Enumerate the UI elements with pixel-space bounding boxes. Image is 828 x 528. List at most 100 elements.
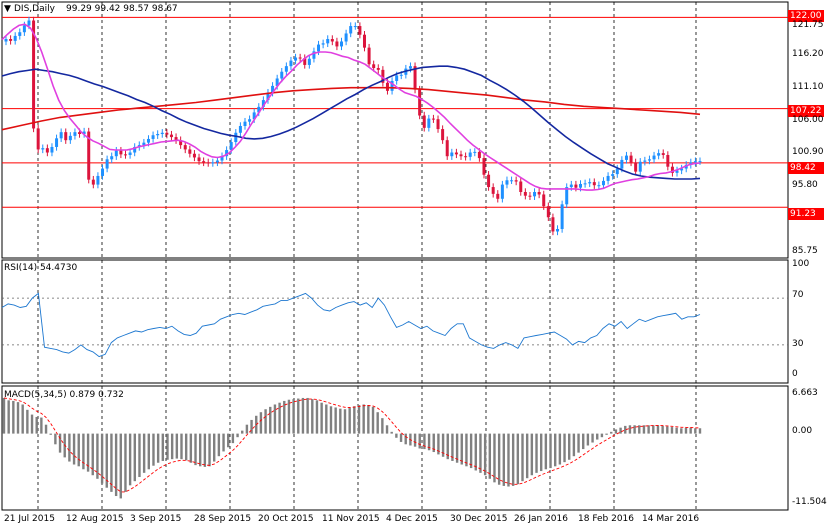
- macd-bar: [16, 402, 20, 434]
- candle-body: [229, 142, 233, 151]
- candle-body: [454, 152, 458, 155]
- macd-bar: [227, 433, 230, 448]
- symbol-dropdown-icon[interactable]: ▼: [4, 4, 11, 14]
- rsi-label: RSI(14) 54.4730: [4, 263, 78, 273]
- candle-body: [22, 25, 26, 33]
- rsi-tick: 70: [792, 290, 804, 300]
- candle-body: [666, 154, 670, 167]
- candle-body: [294, 57, 298, 61]
- price-tick: 116.20: [792, 49, 824, 59]
- candle-body: [468, 152, 472, 157]
- candle-body: [395, 75, 399, 81]
- macd-bar: [320, 402, 323, 434]
- macd-bar: [26, 409, 29, 434]
- candle-body: [4, 39, 8, 42]
- candle-body: [588, 182, 592, 184]
- candle-body: [514, 180, 518, 182]
- macd-bar: [68, 433, 71, 462]
- candle-body: [574, 184, 578, 188]
- date-tick: 18 Feb 2016: [578, 514, 635, 524]
- macd-bar: [544, 433, 548, 470]
- date-tick: 4 Dec 2015: [386, 514, 438, 524]
- macd-bar: [577, 433, 580, 453]
- candle-body: [597, 185, 601, 187]
- macd-bar: [96, 433, 99, 479]
- macd-bar: [511, 433, 515, 486]
- candle-body: [620, 159, 624, 169]
- rsi-tick: 30: [792, 339, 804, 349]
- macd-bar: [624, 425, 627, 434]
- candle-body: [505, 180, 509, 185]
- macd-bar: [91, 433, 94, 476]
- candle-body: [238, 125, 242, 133]
- macd-bar: [539, 433, 543, 472]
- candle-body: [353, 26, 357, 28]
- candle-body: [202, 161, 206, 163]
- candle-body: [523, 191, 527, 196]
- macd-bar: [156, 433, 160, 463]
- candle-body: [569, 184, 573, 188]
- candle-body: [546, 206, 550, 218]
- macd-bar: [208, 433, 211, 467]
- date-tick: 26 Jan 2016: [514, 514, 568, 524]
- macd-bar: [516, 433, 520, 485]
- macd-bar: [586, 433, 590, 446]
- macd-bar: [493, 433, 496, 483]
- candle-body: [441, 129, 445, 141]
- macd-signal-line: [3, 397, 701, 493]
- macd-bar: [40, 417, 43, 434]
- candle-body: [13, 35, 17, 41]
- candle-body: [528, 195, 532, 197]
- macd-bar: [142, 433, 146, 473]
- candle-body: [473, 151, 477, 153]
- ohlc-header: 99.29 99.42 98.57 98.67: [66, 4, 178, 14]
- price-tick: 100.90: [792, 147, 824, 157]
- macd-bar: [521, 433, 524, 482]
- macd-bar: [497, 433, 501, 485]
- candle-body: [192, 153, 196, 158]
- macd-bar: [12, 400, 15, 434]
- candle-body: [317, 44, 321, 52]
- candle-body: [464, 156, 468, 158]
- rsi-line: [1, 292, 701, 358]
- macd-bar: [633, 425, 636, 434]
- candle-body: [156, 134, 160, 136]
- macd-bar: [315, 400, 319, 434]
- macd-bar: [507, 433, 510, 487]
- macd-bar: [49, 433, 52, 435]
- candle-body: [698, 161, 702, 163]
- macd-bar: [647, 425, 650, 434]
- candle-body: [680, 168, 684, 171]
- candle-body: [510, 180, 514, 182]
- candle-body: [482, 158, 486, 175]
- candle-body: [601, 180, 605, 186]
- candle-body: [59, 132, 63, 139]
- level-badge-98: 98.42: [788, 162, 824, 174]
- candle-body: [87, 131, 91, 180]
- macd-bar: [72, 433, 76, 465]
- macd-bar: [474, 433, 477, 471]
- macd-bar: [175, 433, 179, 459]
- candle-body: [123, 154, 127, 156]
- macd-bar: [451, 433, 454, 461]
- macd-bar: [147, 433, 151, 470]
- macd-bar: [152, 433, 155, 466]
- candle-body: [41, 148, 45, 150]
- macd-bar: [638, 425, 641, 434]
- candle-body: [280, 71, 284, 79]
- macd-bar: [311, 399, 314, 434]
- macd-bar: [217, 433, 221, 457]
- candle-body: [652, 155, 656, 160]
- candle-body: [96, 175, 100, 185]
- macd-bar: [278, 402, 281, 434]
- candle-body: [661, 153, 665, 155]
- macd-bar: [684, 427, 688, 434]
- macd-bar: [568, 433, 571, 460]
- macd-bar: [105, 433, 108, 488]
- candle-body: [408, 66, 412, 69]
- macd-bar: [259, 412, 263, 434]
- candle-body: [133, 146, 137, 153]
- candle-body: [422, 115, 426, 128]
